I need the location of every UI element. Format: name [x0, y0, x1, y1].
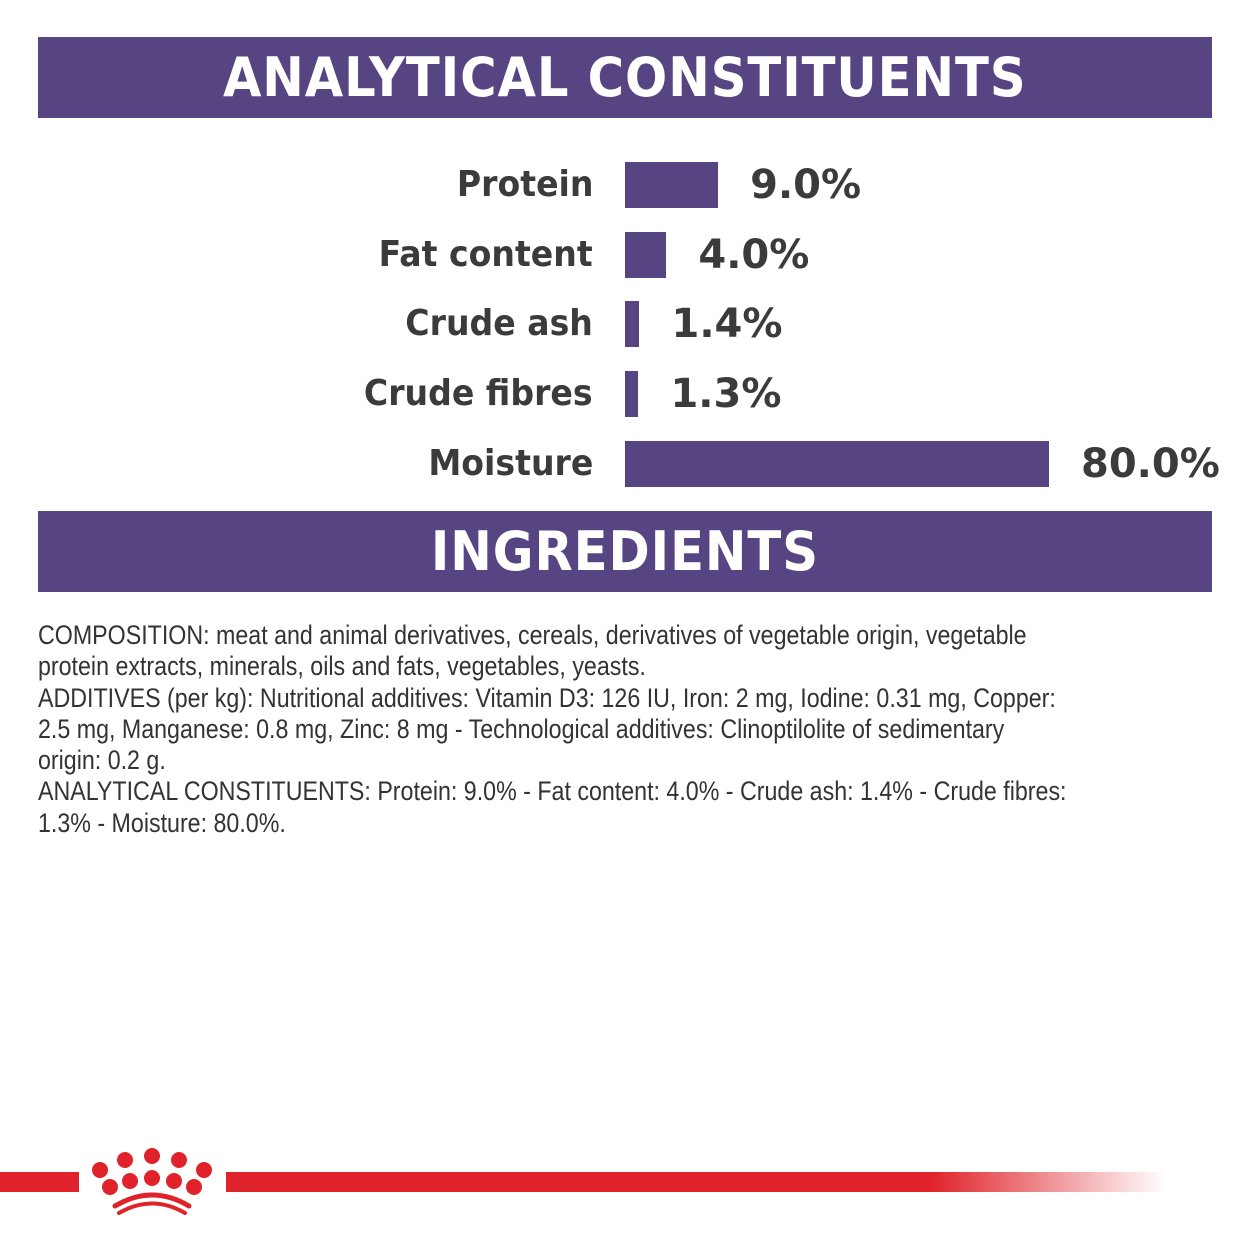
header-title: ANALYTICAL CONSTITUENTS	[223, 46, 1027, 109]
constituent-label: Moisture	[428, 442, 593, 484]
analytical-constituents-header: ANALYTICAL CONSTITUENTS	[38, 37, 1212, 118]
crown-logo-icon	[92, 1148, 212, 1215]
constituent-value: 1.3%	[670, 371, 782, 418]
constituent-value: 9.0%	[750, 162, 862, 208]
constituent-value: 80.0%	[1081, 440, 1220, 487]
constituent-bar	[625, 162, 719, 208]
constituent-bar	[625, 301, 640, 348]
brand-stripe-left	[0, 1172, 79, 1192]
ingredients-line: ADDITIVES (per kg): Nutritional additive…	[38, 682, 1056, 713]
constituent-row: Moisture 80.0%	[0, 440, 1250, 487]
ingredients-line: origin: 0.2 g.	[38, 745, 166, 776]
constituent-row: Crude ash 1.4%	[0, 301, 1250, 348]
brand-stripe-right	[226, 1172, 1166, 1192]
constituent-row: Crude fibres 1.3%	[0, 371, 1250, 418]
constituent-bar	[625, 371, 639, 418]
ingredients-text: COMPOSITION: meat and animal derivatives…	[38, 620, 1234, 839]
ingredients-line: protein extracts, minerals, oils and fat…	[38, 651, 646, 682]
constituent-row: Fat content 4.0%	[0, 231, 1250, 278]
ingredients-header: INGREDIENTS	[38, 511, 1212, 592]
ingredients-line: COMPOSITION: meat and animal derivatives…	[38, 620, 1027, 650]
ingredients-line: 2.5 mg, Manganese: 0.8 mg, Zinc: 8 mg - …	[38, 713, 1005, 744]
constituent-value: 1.4%	[671, 301, 783, 348]
constituent-label: Fat content	[378, 233, 593, 275]
constituent-bar	[625, 231, 667, 278]
constituent-label: Crude ash	[405, 303, 593, 345]
header-title: INGREDIENTS	[430, 520, 820, 583]
constituent-label: Protein	[456, 164, 593, 205]
ingredients-line: 1.3% - Moisture: 80.0%.	[38, 807, 286, 838]
constituent-value: 4.0%	[698, 231, 810, 278]
constituent-row: Protein 9.0%	[0, 162, 1250, 208]
constituent-bar	[625, 440, 1049, 487]
ingredients-line: ANALYTICAL CONSTITUENTS: Protein: 9.0% -…	[38, 776, 1067, 807]
constituent-label: Crude fibres	[364, 373, 593, 415]
